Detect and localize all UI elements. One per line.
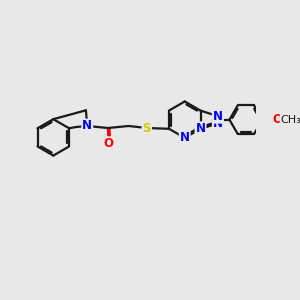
Text: N: N (213, 117, 223, 130)
Text: N: N (213, 110, 223, 123)
Text: N: N (82, 119, 92, 133)
Text: N: N (180, 131, 190, 144)
Text: N: N (196, 122, 206, 135)
Text: CH₃: CH₃ (280, 115, 300, 125)
Text: O: O (272, 113, 283, 126)
Text: O: O (104, 137, 114, 150)
Text: S: S (142, 122, 151, 134)
